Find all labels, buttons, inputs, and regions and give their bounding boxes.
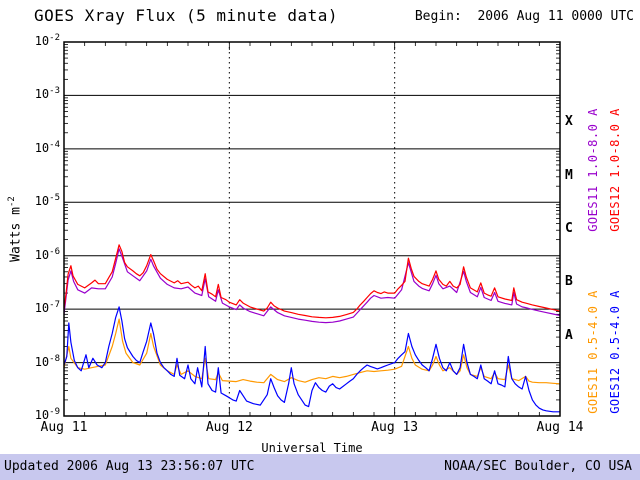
series-axis-label: GOES11 1.0-8.0 A bbox=[586, 108, 600, 232]
y-axis-tick-label: 10-6 bbox=[34, 246, 60, 262]
flare-class-label-x: X bbox=[565, 114, 573, 130]
chart-title: GOES Xray Flux (5 minute data) bbox=[34, 6, 338, 25]
flare-class-label-m: M bbox=[565, 167, 573, 183]
updated-timestamp: Updated 2006 Aug 13 23:56:07 UTC bbox=[4, 459, 255, 474]
series-axis-label: GOES11 0.5-4.0 A bbox=[586, 290, 600, 414]
flare-class-label-a: A bbox=[565, 327, 573, 343]
y-axis-tick-label: 10-2 bbox=[34, 33, 60, 48]
series-line-goes12-short bbox=[64, 306, 560, 413]
series-line-goes11-long bbox=[64, 248, 560, 324]
x-axis-tick-label: Aug 12 bbox=[205, 420, 253, 435]
flare-class-label-b: B bbox=[565, 274, 573, 290]
y-axis-title: Watts m-2 bbox=[7, 196, 24, 262]
y-axis-tick-label: 10-7 bbox=[34, 300, 60, 316]
flare-class-label-c: C bbox=[565, 221, 573, 236]
series-line-goes12-long bbox=[64, 244, 560, 319]
x-axis-title: Universal Time bbox=[261, 441, 363, 455]
y-axis-tick-label: 10-4 bbox=[34, 139, 60, 155]
series-axis-label: GOES12 1.0-8.0 A bbox=[608, 108, 622, 232]
series-axis-label: GOES12 0.5-4.0 A bbox=[608, 290, 622, 414]
y-axis-tick-label: 10-8 bbox=[34, 353, 60, 369]
series-line-goes11-short bbox=[64, 318, 560, 385]
footer-bar: Updated 2006 Aug 13 23:56:07 UTC NOAA/SE… bbox=[0, 454, 640, 480]
begin-time-label: Begin: 2006 Aug 11 0000 UTC bbox=[414, 9, 634, 24]
x-axis-tick-label: Aug 11 bbox=[40, 420, 88, 435]
plot-frame bbox=[63, 41, 561, 417]
y-axis-tick-label: 10-9 bbox=[34, 407, 60, 422]
x-axis-tick-label: Aug 14 bbox=[536, 420, 584, 435]
x-axis-tick-label: Aug 13 bbox=[371, 420, 419, 435]
y-axis-tick-label: 10-3 bbox=[34, 86, 60, 102]
y-axis-tick-label: 10-5 bbox=[34, 193, 60, 209]
organization-label: NOAA/SEC Boulder, CO USA bbox=[444, 459, 632, 474]
